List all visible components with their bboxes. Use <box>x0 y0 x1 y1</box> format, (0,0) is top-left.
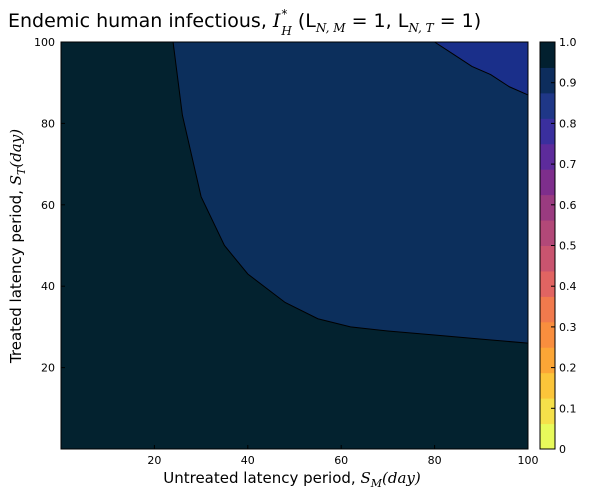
y-tick-label: 60 <box>41 199 55 212</box>
colorbar-level <box>540 398 555 425</box>
colorbar-tick-label: 0.6 <box>559 199 577 212</box>
colorbar-level <box>540 296 555 323</box>
x-tick-label: 60 <box>334 454 348 467</box>
chart-title: Endemic human infectious, I* H (LN, M = 1,… <box>8 7 481 38</box>
colorbar-level <box>540 372 555 399</box>
x-axis-label: Untreated latency period, SM(day) <box>163 469 421 490</box>
colorbar-level <box>540 92 555 119</box>
x-tick-label: 20 <box>147 454 161 467</box>
plot-area <box>60 41 529 450</box>
y-axis-label: Treated latency period, ST(day) <box>7 129 28 364</box>
colorbar-level <box>540 169 555 196</box>
colorbar-tick-label: 0.1 <box>559 402 577 415</box>
colorbar: 0 0.1 0.2 0.3 0.4 0.5 0.6 0.7 0.8 0.9 1.0 <box>539 36 577 456</box>
x-axis-ticks: 20 40 60 80 100 <box>147 445 539 467</box>
y-tick-label: 100 <box>34 36 55 49</box>
colorbar-tick-label: 0.9 <box>559 77 577 90</box>
colorbar-level <box>540 220 555 246</box>
colorbar-tick-label: 0 <box>559 443 566 456</box>
y-tick-label: 40 <box>41 280 55 293</box>
colorbar-level <box>540 67 555 94</box>
contour-line-high <box>434 41 529 96</box>
colorbar-tick-label: 0.5 <box>559 240 577 253</box>
colorbar-tick-label: 0.8 <box>559 117 577 130</box>
colorbar-tick-label: 0.4 <box>559 280 577 293</box>
y-tick-label: 80 <box>41 117 55 130</box>
colorbar-level <box>540 270 555 297</box>
colorbar-tick-label: 1.0 <box>559 36 577 49</box>
colorbar-level <box>540 347 555 374</box>
region-low <box>61 42 528 449</box>
colorbar-level <box>540 42 555 68</box>
colorbar-tick-label: 0.3 <box>559 321 577 334</box>
x-tick-label: 100 <box>518 454 539 467</box>
colorbar-level <box>540 245 555 272</box>
x-tick-label: 40 <box>241 454 255 467</box>
region-high <box>434 42 528 95</box>
colorbar-level <box>540 143 555 170</box>
colorbar-tick-label: 0.7 <box>559 158 577 171</box>
colorbar-level <box>540 423 555 450</box>
contour-line-low <box>172 41 529 344</box>
colorbar-level <box>540 118 555 145</box>
colorbar-tick-label: 0.2 <box>559 362 577 375</box>
plot-frame <box>60 41 529 450</box>
y-tick-label: 20 <box>41 362 55 375</box>
colorbar-level <box>540 194 555 221</box>
x-tick-label: 80 <box>428 454 442 467</box>
colorbar-level <box>540 321 555 348</box>
y-axis-ticks: 20 40 60 80 100 <box>34 36 65 375</box>
